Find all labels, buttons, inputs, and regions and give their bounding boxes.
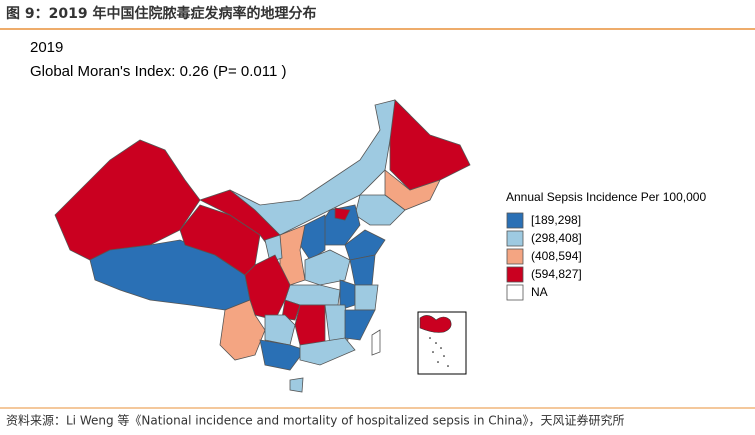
- legend: Annual Sepsis Incidence Per 100,000 [189…: [506, 190, 706, 301]
- henan: [304, 249, 351, 286]
- fujian: [344, 309, 376, 341]
- legend-label: [189,298]: [531, 213, 581, 227]
- beijing: [334, 207, 351, 221]
- legend-label: (594,827]: [531, 267, 582, 281]
- legend-swatch: [506, 284, 524, 301]
- legend-label: NA: [531, 285, 548, 299]
- zhejiang: [354, 284, 379, 311]
- hainan: [289, 377, 304, 393]
- china-map: [54, 99, 471, 393]
- legend-label: (298,408]: [531, 231, 582, 245]
- inset-coast: [419, 315, 452, 333]
- yunnan: [219, 299, 266, 361]
- hunan: [294, 304, 326, 346]
- heilongjiang: [389, 99, 471, 191]
- map-statistic: Global Moran's Index: 0.26 (P= 0.011 ): [30, 63, 286, 80]
- guangdong: [299, 337, 356, 366]
- jiangxi: [324, 304, 349, 346]
- hubei: [284, 284, 341, 306]
- chongqing: [281, 299, 301, 321]
- legend-label: (408,594]: [531, 249, 582, 263]
- legend-title: Annual Sepsis Incidence Per 100,000: [506, 190, 706, 204]
- legend-swatch: [506, 248, 524, 265]
- map-year: 2019: [30, 39, 63, 56]
- jiangsu: [349, 254, 376, 286]
- legend-swatch: [506, 212, 524, 229]
- ningxia: [264, 234, 283, 263]
- figure-title: 图 9：2019 年中国住院脓毒症发病率的地理分布: [6, 5, 316, 22]
- taiwan: [371, 329, 381, 356]
- south-china-sea-inset: [417, 311, 467, 375]
- inset-islands: [429, 337, 449, 367]
- guizhou: [264, 314, 296, 346]
- shandong: [344, 229, 386, 261]
- guangxi: [259, 339, 306, 371]
- legend-swatch: [506, 230, 524, 247]
- source-note: 资料来源：Li Weng 等《National incidence and mo…: [6, 413, 625, 428]
- legend-swatch: [506, 266, 524, 283]
